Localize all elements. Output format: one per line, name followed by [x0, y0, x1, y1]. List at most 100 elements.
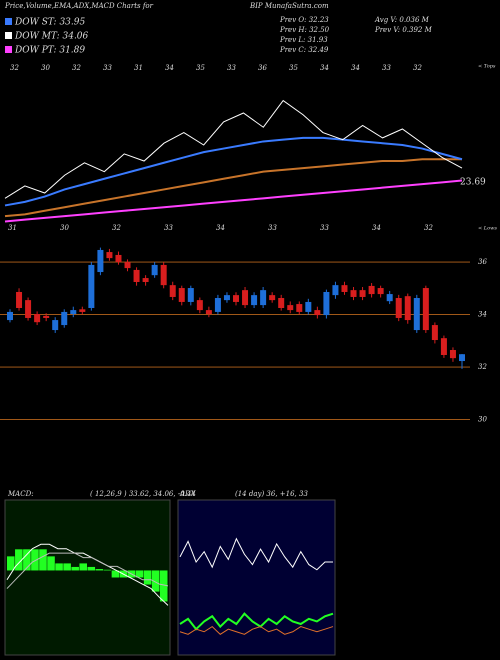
candle-body: [305, 301, 312, 312]
macd-bar: [103, 569, 112, 571]
candle-body: [178, 288, 185, 302]
adx-line: [179, 625, 334, 635]
stat: Prev H: 32.50: [279, 26, 330, 34]
low-label: 33: [268, 224, 277, 232]
top-label: 36: [258, 64, 267, 72]
macd-line: [6, 552, 169, 589]
candle-body: [43, 315, 50, 318]
candle-body: [413, 298, 420, 331]
candle-body: [196, 300, 203, 311]
candle-body: [386, 294, 393, 302]
candle-body: [97, 249, 104, 273]
annotation: 23.69: [460, 178, 486, 188]
adx-params: (14 day) 36, +16, 33: [235, 490, 308, 498]
macd-bar: [39, 549, 47, 571]
candle-body: [296, 304, 303, 312]
stat: Avg V: 0.036 M: [374, 16, 430, 24]
candle-body: [422, 288, 429, 331]
candle-body: [359, 290, 366, 297]
candle-body: [133, 269, 140, 282]
adx-line: [179, 612, 334, 631]
candle-body: [440, 338, 447, 355]
top-label: 30: [41, 64, 50, 72]
adx-title: ADX: [179, 490, 197, 498]
ema-line: [4, 99, 463, 199]
site: BIP MunafaSutra.com: [249, 2, 329, 10]
candle-body: [395, 298, 402, 318]
low-label: 33: [320, 224, 329, 232]
candle-body: [242, 290, 249, 306]
lows-label: < Lows: [478, 226, 497, 232]
candle-body: [25, 300, 32, 318]
candle-body: [314, 310, 321, 316]
y-tick-label: 34: [478, 311, 487, 319]
candle-body: [79, 309, 86, 312]
low-label: 31: [8, 224, 17, 232]
top-label: 34: [351, 64, 360, 72]
macd-bar: [111, 570, 120, 578]
legend-swatch: [5, 46, 12, 53]
low-label: 32: [424, 224, 433, 232]
macd-bar: [63, 563, 71, 571]
candle-body: [106, 252, 113, 259]
candle-body: [332, 285, 339, 296]
macd-bar: [23, 549, 31, 571]
macd-bar: [47, 556, 55, 571]
candle-body: [459, 354, 465, 362]
candle-body: [341, 285, 348, 292]
candle-body: [187, 288, 194, 302]
top-label: 32: [10, 64, 19, 72]
stat: Prev O: 32.23: [279, 16, 329, 24]
ema-line: [4, 136, 463, 207]
legend-label: DOW PT: 31.89: [14, 46, 85, 56]
candle-body: [16, 291, 23, 308]
stat: Prev C: 32.49: [279, 46, 329, 54]
candle-body: [269, 295, 276, 301]
low-label: 33: [164, 224, 173, 232]
macd-title: MACD:: [7, 490, 34, 498]
top-label: 33: [382, 64, 391, 72]
macd-bar: [151, 570, 160, 592]
ema-line: [4, 179, 463, 223]
candle-body: [61, 311, 68, 326]
candle-body: [404, 296, 411, 321]
candle-body: [377, 288, 384, 295]
candle-body: [88, 264, 95, 308]
candle-body: [431, 325, 438, 341]
low-label: 32: [112, 224, 121, 232]
top-label: 32: [72, 64, 81, 72]
candle-body: [70, 310, 77, 315]
macd-bar: [71, 566, 79, 571]
candle-body: [449, 350, 456, 359]
candle-body: [214, 298, 221, 312]
macd-bar: [143, 570, 152, 585]
legend-label: DOW MT: 34.06: [14, 32, 89, 42]
candle-body: [124, 262, 131, 269]
macd-bar: [159, 570, 168, 602]
top-label: 32: [413, 64, 422, 72]
stat: Prev V: 0.392 M: [374, 26, 433, 34]
y-tick-label: 30: [478, 416, 487, 424]
candle-body: [52, 320, 59, 331]
top-label: 31: [134, 64, 143, 72]
y-tick-label: 36: [478, 258, 487, 266]
candle-body: [223, 295, 230, 301]
legend-label: DOW ST: 33.95: [14, 18, 85, 28]
candle-body: [233, 295, 239, 302]
legend-swatch: [5, 18, 12, 25]
candle-body: [278, 298, 285, 308]
low-label: 34: [372, 224, 381, 232]
candle-body: [151, 264, 158, 276]
candle-body: [205, 310, 212, 315]
adx-panel: [177, 499, 336, 656]
candle-body: [260, 290, 267, 306]
top-label: 35: [196, 64, 205, 72]
top-label: 33: [227, 64, 236, 72]
candle-body: [350, 290, 357, 297]
macd-bar: [55, 563, 63, 571]
macd-bar: [87, 566, 96, 571]
top-label: 34: [320, 64, 329, 72]
legend-swatch: [5, 32, 12, 39]
macd-bar: [31, 549, 39, 571]
